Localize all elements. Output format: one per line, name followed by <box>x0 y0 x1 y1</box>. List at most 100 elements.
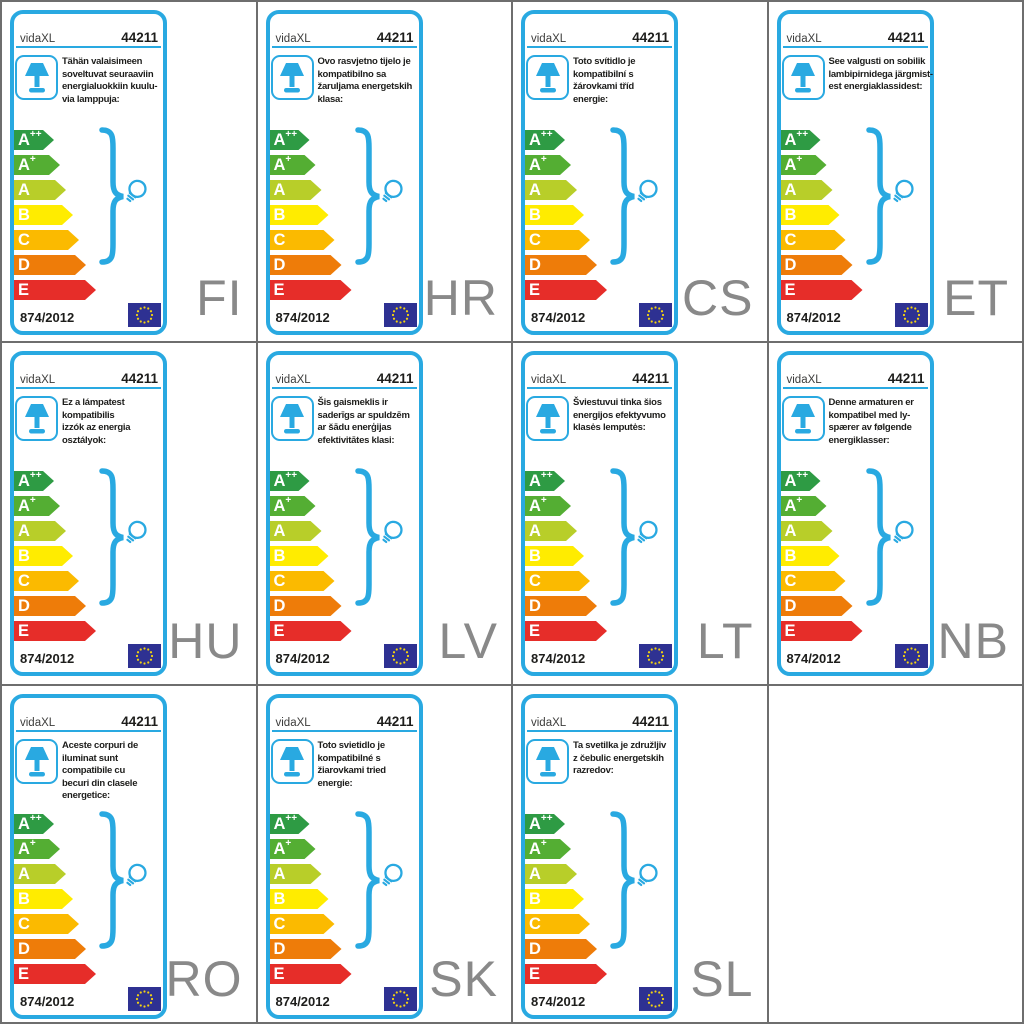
label-cell: vidaXL 44211 Denne armaturen er kompatib… <box>768 343 1022 684</box>
table-lamp-icon <box>791 62 815 92</box>
brand-name: vidaXL <box>531 374 567 386</box>
energy-scale: A ++ A + A B C D E <box>14 471 96 646</box>
energy-scale: A ++ A + A B C D E <box>525 471 607 646</box>
energy-label-card: vidaXL 44211 Toto svietidlo je kompatibi… <box>265 694 423 1019</box>
compatibility-text: See valgusti on sobilik lambipirnidega j… <box>828 56 934 93</box>
brace-icon <box>99 468 124 606</box>
label-header: vidaXL 44211 <box>531 30 669 45</box>
energy-class-arrow-b: B <box>270 546 329 566</box>
table-lamp-icon <box>24 746 49 776</box>
energy-class-letter: E <box>273 964 285 983</box>
energy-class-arrow-a++: A ++ <box>781 471 821 491</box>
energy-class-superscript: ++ <box>540 813 553 824</box>
brand-name: vidaXL <box>20 717 56 729</box>
label-cell: vidaXL 44211 Tähän valaisimeen soveltuva… <box>2 2 256 341</box>
energy-class-arrow-b: B <box>14 889 73 909</box>
energy-class-arrow-a++: A ++ <box>525 814 565 834</box>
energy-class-arrow-c: C <box>270 230 335 250</box>
energy-class-letter: A <box>18 471 30 490</box>
energy-class-superscript: + <box>285 154 292 165</box>
energy-class-arrow-a++: A ++ <box>14 471 54 491</box>
label-header: vidaXL 44211 <box>276 30 414 45</box>
energy-class-arrow-d: D <box>270 596 342 616</box>
energy-class-superscript: + <box>540 495 547 506</box>
energy-class-letter: A <box>784 496 797 515</box>
header-divider <box>527 730 672 732</box>
model-number: 44211 <box>632 714 669 729</box>
header-divider <box>782 387 928 389</box>
energy-class-letter: C <box>273 230 286 249</box>
energy-class-letter: E <box>18 964 30 983</box>
energy-class-letter: A <box>18 864 30 883</box>
label-cell: vidaXL 44211 Aceste corpuri de iluminat … <box>2 686 256 1022</box>
energy-class-arrow-a++: A ++ <box>270 471 310 491</box>
energy-class-arrow-c: C <box>525 230 590 250</box>
energy-class-letter: A <box>18 130 30 149</box>
eu-flag <box>128 303 161 327</box>
table-lamp-icon <box>280 746 304 776</box>
lamp-icon-box <box>270 396 314 441</box>
label-header: vidaXL 44211 <box>787 371 925 386</box>
compatibility-text: Šviestuvui tinka šios energijos efektyvu… <box>573 397 666 434</box>
energy-class-arrow-a++: A ++ <box>781 130 821 150</box>
energy-label-card: vidaXL 44211 Aceste corpuri de iluminat … <box>10 694 167 1019</box>
compatibility-text: Aceste corpuri de iluminat sunt compatib… <box>62 740 138 802</box>
energy-class-arrow-c: C <box>14 571 79 591</box>
energy-label-card: vidaXL 44211 Šis gaismeklis ir saderīgs … <box>265 351 423 676</box>
language-code: LV <box>438 613 498 669</box>
header-divider <box>16 46 161 48</box>
energy-class-arrow-c: C <box>14 914 79 934</box>
energy-class-letter: B <box>273 546 286 565</box>
energy-class-letter: A <box>273 496 286 515</box>
energy-class-arrow-a: A <box>270 180 322 200</box>
header-divider <box>16 730 161 732</box>
lamp-icon-box <box>781 396 825 441</box>
table-lamp-icon <box>280 403 304 433</box>
energy-class-arrow-d: D <box>14 255 86 275</box>
table-lamp-icon <box>24 62 49 92</box>
energy-class-letter: C <box>18 571 30 590</box>
brace-icon <box>99 811 124 949</box>
energy-class-arrow-d: D <box>14 939 86 959</box>
compatibility-text: Šis gaismeklis ir saderīgs ar spuldzēm a… <box>317 397 410 446</box>
energy-class-letter: E <box>18 280 30 299</box>
regulation-number: 874/2012 <box>20 994 75 1009</box>
model-number: 44211 <box>121 714 158 729</box>
lamp-icon-box <box>781 55 825 100</box>
energy-class-arrow-b: B <box>525 546 584 566</box>
energy-class-superscript: ++ <box>285 129 298 140</box>
compatibility-text: Ez a lámpatest kompatibilis izzók az ene… <box>62 397 131 446</box>
language-code: NB <box>937 613 1009 669</box>
energy-class-letter: A <box>18 155 30 174</box>
header-divider <box>16 387 161 389</box>
energy-class-arrow-d: D <box>14 596 86 616</box>
energy-class-superscript: + <box>285 495 292 506</box>
energy-class-arrow-b: B <box>270 889 329 909</box>
energy-class-letter: D <box>18 939 30 958</box>
energy-class-letter: C <box>18 914 30 933</box>
energy-scale: A ++ A + A B C D E <box>14 130 96 305</box>
eu-flag <box>128 644 161 668</box>
energy-class-arrow-a++: A ++ <box>525 130 565 150</box>
eu-flag <box>383 987 417 1011</box>
energy-class-superscript: ++ <box>29 129 42 140</box>
energy-class-letter: C <box>784 571 797 590</box>
label-header: vidaXL 44211 <box>531 371 669 386</box>
energy-class-superscript: + <box>796 495 803 506</box>
label-cell: vidaXL 44211 Šis gaismeklis ir saderīgs … <box>257 343 511 684</box>
energy-class-arrow-c: C <box>781 230 846 250</box>
energy-scale: A ++ A + A B C D E <box>525 814 607 989</box>
energy-class-letter: B <box>273 205 286 224</box>
energy-class-arrow-a++: A ++ <box>14 814 54 834</box>
energy-class-superscript: + <box>796 154 803 165</box>
energy-class-arrow-e: E <box>14 621 96 641</box>
header-divider <box>782 46 928 48</box>
energy-class-arrow-a+: A + <box>14 496 60 516</box>
header-divider <box>271 46 417 48</box>
brand-name: vidaXL <box>20 33 56 45</box>
brace-icon <box>99 127 124 265</box>
model-number: 44211 <box>632 371 669 386</box>
header-divider <box>271 387 417 389</box>
energy-class-arrow-e: E <box>525 964 607 984</box>
energy-class-superscript: ++ <box>29 813 42 824</box>
